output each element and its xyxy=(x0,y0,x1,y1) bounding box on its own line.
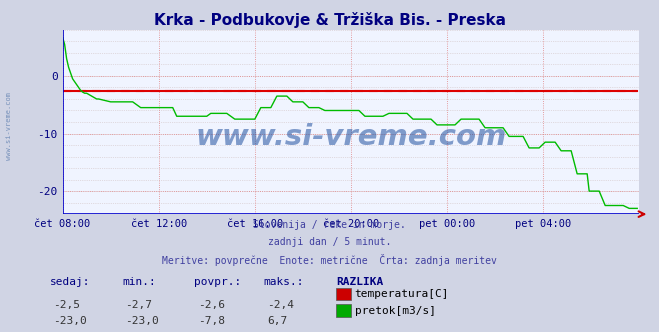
Text: -2,4: -2,4 xyxy=(267,300,294,310)
Text: -7,8: -7,8 xyxy=(198,316,225,326)
Text: -2,6: -2,6 xyxy=(198,300,225,310)
Text: sedaj:: sedaj: xyxy=(49,277,90,287)
Text: zadnji dan / 5 minut.: zadnji dan / 5 minut. xyxy=(268,237,391,247)
Text: pretok[m3/s]: pretok[m3/s] xyxy=(355,306,436,316)
Text: Krka - Podbukovje & Tržiška Bis. - Preska: Krka - Podbukovje & Tržiška Bis. - Presk… xyxy=(154,12,505,28)
Text: Slovenija / reke in morje.: Slovenija / reke in morje. xyxy=(253,220,406,230)
Text: -2,7: -2,7 xyxy=(125,300,152,310)
Text: 6,7: 6,7 xyxy=(267,316,287,326)
Text: -23,0: -23,0 xyxy=(53,316,86,326)
Text: www.si-vreme.com: www.si-vreme.com xyxy=(195,123,507,151)
Text: www.si-vreme.com: www.si-vreme.com xyxy=(5,92,12,160)
Text: -23,0: -23,0 xyxy=(125,316,159,326)
Text: min.:: min.: xyxy=(122,277,156,287)
Text: temperatura[C]: temperatura[C] xyxy=(355,289,449,299)
Text: povpr.:: povpr.: xyxy=(194,277,242,287)
Text: Meritve: povprečne  Enote: metrične  Črta: zadnja meritev: Meritve: povprečne Enote: metrične Črta:… xyxy=(162,254,497,266)
Text: -2,5: -2,5 xyxy=(53,300,80,310)
Text: RAZLIKA: RAZLIKA xyxy=(336,277,384,287)
Text: maks.:: maks.: xyxy=(264,277,304,287)
